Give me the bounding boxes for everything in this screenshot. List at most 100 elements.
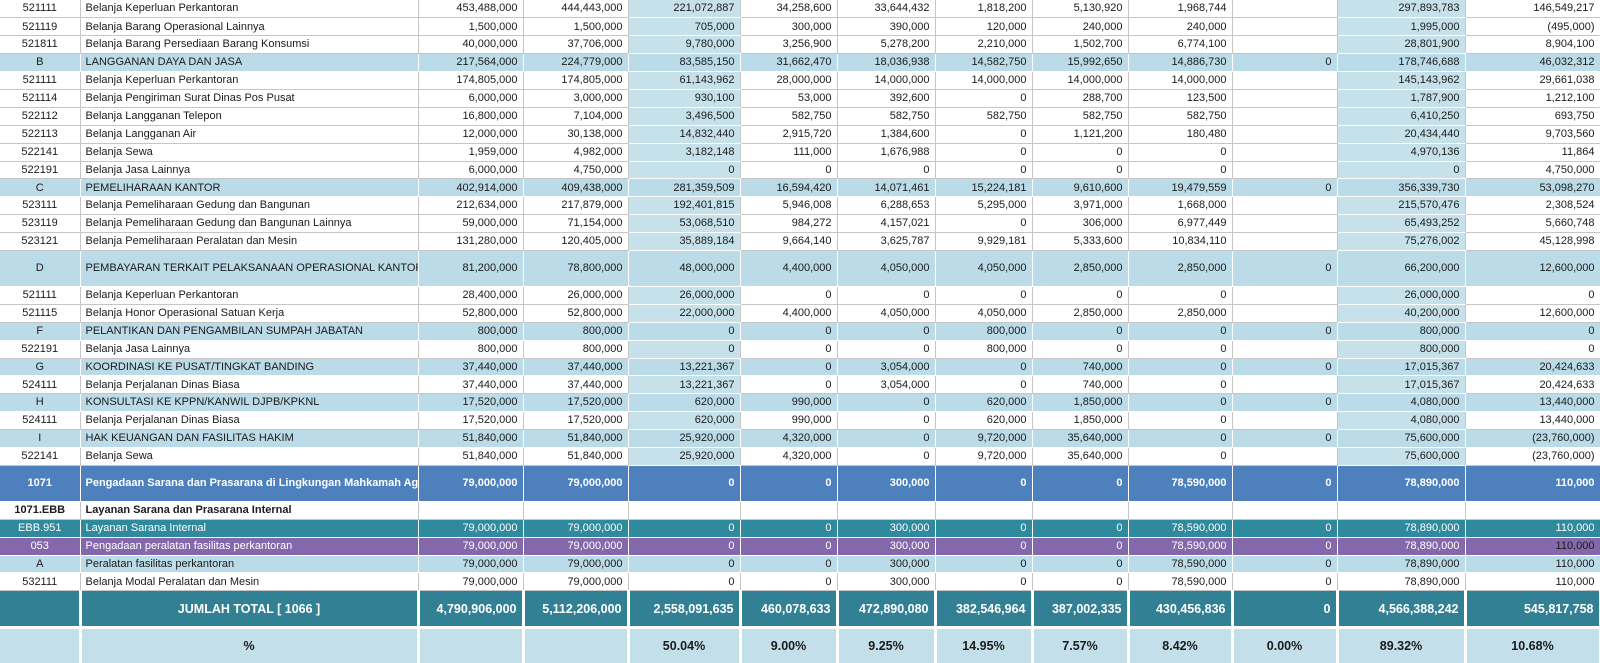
cell-code[interactable]: 523111 <box>0 196 81 216</box>
cell-value[interactable]: 37,706,000 <box>523 35 629 55</box>
cell-value[interactable]: 0 <box>628 537 741 556</box>
cell-value[interactable]: 705,000 <box>628 17 741 37</box>
cell-value[interactable]: 0 <box>1032 340 1129 359</box>
cell-value[interactable]: 5,278,200 <box>837 35 936 55</box>
cell-value[interactable]: 240,000 <box>1032 17 1129 37</box>
cell-value[interactable]: 13,221,367 <box>628 358 741 377</box>
cell-value[interactable] <box>1032 501 1129 520</box>
cell-value[interactable]: 472,890,080 <box>837 590 937 630</box>
cell-value[interactable]: 28,801,900 <box>1337 35 1466 55</box>
cell-value[interactable] <box>1232 35 1338 55</box>
cell-description[interactable]: PEMELIHARAAN KANTOR <box>80 178 419 198</box>
cell-value[interactable]: 15,224,181 <box>935 178 1033 198</box>
cell-value[interactable]: 0 <box>1465 286 1600 305</box>
cell-value[interactable]: 0 <box>1032 286 1129 305</box>
cell-code[interactable] <box>0 590 82 630</box>
cell-value[interactable]: 52,800,000 <box>418 304 524 323</box>
cell-value[interactable]: 740,000 <box>1032 358 1129 377</box>
cell-value[interactable]: 110,000 <box>1465 519 1600 538</box>
cell-value[interactable] <box>1465 501 1600 520</box>
cell-value[interactable]: 7.57% <box>1032 627 1130 663</box>
cell-value[interactable]: 620,000 <box>628 393 741 413</box>
cell-value[interactable]: 300,000 <box>837 555 936 574</box>
cell-code[interactable]: B <box>0 53 81 73</box>
cell-value[interactable]: 78,890,000 <box>1337 537 1466 556</box>
cell-value[interactable]: 110,000 <box>1465 537 1600 556</box>
cell-value[interactable]: 0 <box>628 340 741 359</box>
cell-code[interactable]: A <box>0 555 81 574</box>
cell-value[interactable]: 110,000 <box>1465 555 1600 574</box>
cell-value[interactable]: 430,456,836 <box>1128 590 1234 630</box>
cell-value[interactable]: 13,440,000 <box>1465 411 1600 431</box>
cell-value[interactable]: 65,493,252 <box>1337 214 1466 234</box>
cell-value[interactable]: 71,154,000 <box>523 214 629 234</box>
cell-value[interactable]: 300,000 <box>837 572 936 592</box>
cell-value[interactable]: 9,780,000 <box>628 35 741 55</box>
cell-value[interactable]: 0 <box>1128 429 1233 448</box>
cell-value[interactable]: 300,000 <box>740 17 838 37</box>
cell-value[interactable]: 693,750 <box>1465 107 1600 126</box>
cell-value[interactable]: 800,000 <box>418 322 524 341</box>
cell-value[interactable]: 300,000 <box>837 465 936 502</box>
cell-value[interactable]: 0 <box>628 555 741 574</box>
cell-value[interactable]: 123,500 <box>1128 89 1233 108</box>
cell-value[interactable]: 224,779,000 <box>523 53 629 73</box>
cell-value[interactable]: 4,050,000 <box>837 304 936 323</box>
cell-value[interactable]: 83,585,150 <box>628 53 741 73</box>
cell-value[interactable]: 66,200,000 <box>1337 250 1466 287</box>
cell-value[interactable]: 46,032,312 <box>1465 53 1600 73</box>
cell-value[interactable]: 0 <box>740 519 838 538</box>
cell-value[interactable]: 4,080,000 <box>1337 393 1466 413</box>
cell-value[interactable]: 0 <box>1232 178 1338 198</box>
cell-value[interactable]: 79,000,000 <box>418 555 524 574</box>
cell-value[interactable]: (23,760,000) <box>1465 429 1600 448</box>
cell-description[interactable]: Layanan Sarana dan Prasarana Internal <box>80 501 419 520</box>
cell-value[interactable]: 17,015,367 <box>1337 358 1466 377</box>
cell-description[interactable]: Belanja Pemeliharaan Gedung dan Bangunan <box>80 196 419 216</box>
cell-code[interactable]: EBB.951 <box>0 519 81 538</box>
cell-value[interactable]: 217,564,000 <box>418 53 524 73</box>
cell-code[interactable]: C <box>0 178 81 198</box>
cell-description[interactable]: % <box>80 627 420 663</box>
cell-value[interactable] <box>1232 125 1338 144</box>
cell-description[interactable]: Belanja Jasa Lainnya <box>80 340 419 359</box>
cell-description[interactable]: KOORDINASI KE PUSAT/TINGKAT BANDING <box>80 358 419 377</box>
cell-value[interactable]: 460,078,633 <box>740 590 839 630</box>
cell-value[interactable]: 0 <box>740 537 838 556</box>
cell-value[interactable]: 26,000,000 <box>523 286 629 305</box>
cell-value[interactable]: 1,850,000 <box>1032 411 1129 431</box>
cell-value[interactable]: 17,520,000 <box>418 411 524 431</box>
cell-value[interactable]: 9.25% <box>837 627 937 663</box>
cell-description[interactable]: Belanja Sewa <box>80 447 419 466</box>
cell-value[interactable]: 81,200,000 <box>418 250 524 287</box>
cell-value[interactable]: 0 <box>628 519 741 538</box>
cell-value[interactable]: 0.00% <box>1232 627 1339 663</box>
cell-value[interactable]: 4,080,000 <box>1337 411 1466 431</box>
cell-value[interactable]: 78,590,000 <box>1128 555 1233 574</box>
cell-value[interactable]: 0 <box>628 161 741 180</box>
cell-description[interactable]: Layanan Sarana Internal <box>80 519 419 538</box>
cell-value[interactable]: 0 <box>935 519 1033 538</box>
cell-value[interactable]: 4,566,388,242 <box>1337 590 1467 630</box>
cell-value[interactable]: 1,500,000 <box>523 17 629 37</box>
cell-value[interactable]: 582,750 <box>1032 107 1129 126</box>
cell-value[interactable]: 4,970,136 <box>1337 143 1466 162</box>
cell-description[interactable]: Belanja Keperluan Perkantoran <box>80 286 419 305</box>
cell-value[interactable]: 6,410,250 <box>1337 107 1466 126</box>
cell-value[interactable]: 0 <box>1465 340 1600 359</box>
cell-value[interactable]: 18,036,938 <box>837 53 936 73</box>
cell-value[interactable]: 20,424,633 <box>1465 358 1600 377</box>
cell-value[interactable]: 145,143,962 <box>1337 71 1466 90</box>
cell-value[interactable]: 78,590,000 <box>1128 519 1233 538</box>
cell-value[interactable]: 3,496,500 <box>628 107 741 126</box>
cell-code[interactable]: 522191 <box>0 161 81 180</box>
cell-value[interactable]: 6,288,653 <box>837 196 936 216</box>
cell-description[interactable]: JUMLAH TOTAL [ 1066 ] <box>80 590 420 630</box>
cell-value[interactable]: 146,549,217 <box>1465 0 1600 19</box>
cell-value[interactable]: 35,640,000 <box>1032 429 1129 448</box>
cell-value[interactable]: 4,050,000 <box>935 250 1033 287</box>
cell-description[interactable]: PEMBAYARAN TERKAIT PELAKSANAAN OPERASION… <box>80 250 419 287</box>
cell-value[interactable]: 174,805,000 <box>523 71 629 90</box>
cell-value[interactable]: 31,662,470 <box>740 53 838 73</box>
cell-value[interactable]: 356,339,730 <box>1337 178 1466 198</box>
